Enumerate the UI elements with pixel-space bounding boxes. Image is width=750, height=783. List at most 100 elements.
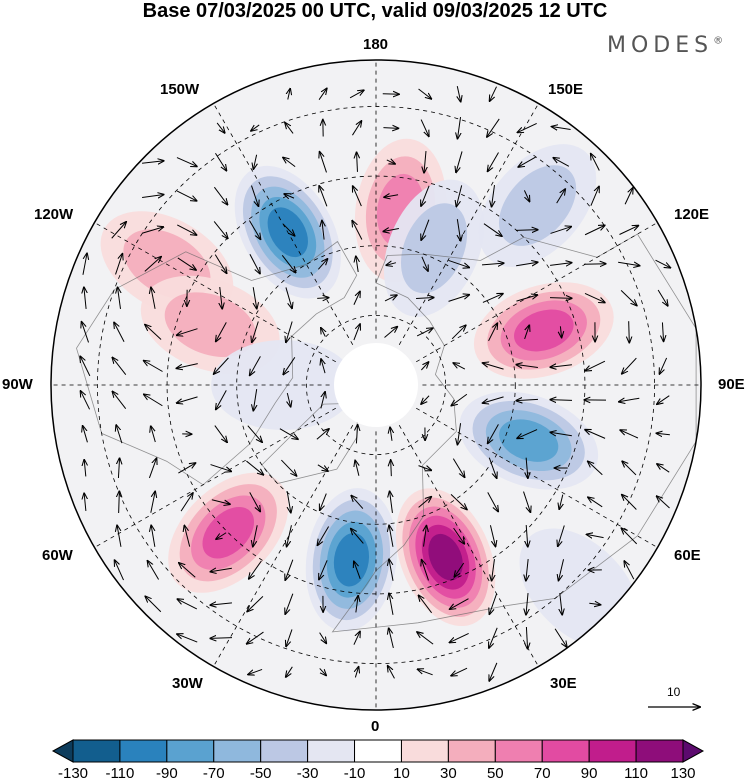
wind-vector bbox=[316, 429, 329, 440]
wind-vector bbox=[389, 593, 394, 615]
wind-vector bbox=[526, 457, 528, 479]
wind-vector bbox=[322, 220, 324, 240]
wind-vector bbox=[560, 593, 562, 615]
wind-vector bbox=[80, 356, 91, 377]
wind-vector bbox=[451, 393, 468, 406]
wind-vector bbox=[516, 295, 537, 302]
wind-vector bbox=[421, 185, 430, 206]
wind-vector bbox=[246, 460, 263, 475]
wind-vector bbox=[117, 525, 122, 547]
wind-vector bbox=[249, 220, 260, 240]
wind-vector bbox=[357, 152, 358, 172]
wind-vector bbox=[177, 328, 198, 336]
wind-vector bbox=[456, 185, 463, 206]
wind-vector bbox=[383, 228, 400, 231]
wind-vector bbox=[421, 395, 430, 404]
anomaly-contour-band bbox=[333, 532, 370, 587]
colorbar-segment bbox=[541, 739, 590, 763]
wind-vector bbox=[657, 464, 670, 473]
wind-vector bbox=[220, 287, 223, 309]
wind-vector bbox=[321, 328, 325, 337]
wind-vector bbox=[285, 287, 292, 308]
colorbar-tick-label: 10 bbox=[393, 765, 410, 782]
wind-vector bbox=[116, 425, 123, 444]
coastline-outline bbox=[331, 233, 697, 633]
wind-vector bbox=[319, 560, 328, 579]
wind-vector bbox=[253, 154, 256, 170]
wind-vector bbox=[421, 256, 428, 271]
wind-vector bbox=[142, 227, 163, 234]
reference-vector-label: 10 bbox=[667, 685, 681, 699]
wind-vector bbox=[253, 525, 258, 547]
wind-vector bbox=[353, 291, 360, 305]
meridian-line bbox=[94, 407, 336, 548]
wind-vector bbox=[353, 186, 362, 207]
wind-vector bbox=[622, 495, 637, 510]
wind-vector bbox=[457, 86, 460, 102]
lon-label-60e: 60E bbox=[674, 547, 701, 564]
wind-vector bbox=[416, 297, 434, 298]
wind-vector bbox=[624, 561, 635, 580]
wind-vector bbox=[584, 225, 605, 236]
wind-vector bbox=[624, 188, 633, 205]
lon-label-0: 0 bbox=[371, 718, 380, 735]
wind-vector bbox=[618, 262, 640, 265]
wind-vector bbox=[549, 298, 572, 299]
wind-vector bbox=[449, 632, 469, 642]
wind-vector bbox=[424, 150, 426, 173]
wind-vector bbox=[550, 400, 573, 401]
wind-vector bbox=[177, 224, 197, 235]
wind-vector bbox=[391, 460, 392, 477]
graticule bbox=[51, 60, 701, 710]
wind-vector bbox=[454, 562, 465, 577]
latitude-circle bbox=[305, 314, 447, 456]
wind-vector bbox=[253, 389, 256, 411]
meridian-line bbox=[416, 407, 658, 548]
wind-vector bbox=[518, 156, 537, 167]
wind-vector bbox=[321, 359, 325, 374]
wind-vector bbox=[384, 195, 399, 198]
wind-vector bbox=[384, 295, 397, 302]
wind-vector bbox=[150, 491, 155, 513]
wind-vector bbox=[114, 560, 124, 581]
wind-vector bbox=[487, 492, 499, 511]
wind-vector bbox=[216, 532, 227, 539]
wind-vector bbox=[210, 464, 232, 472]
wind-vector bbox=[526, 524, 528, 547]
wind-vector bbox=[489, 86, 497, 102]
wind-vector bbox=[211, 499, 230, 505]
wind-vector bbox=[247, 425, 262, 443]
wind-vector bbox=[281, 459, 296, 476]
wind-vector bbox=[482, 363, 504, 370]
wind-vector bbox=[250, 356, 261, 375]
wind-vector bbox=[584, 292, 605, 302]
wind-vector bbox=[620, 289, 637, 305]
wind-vector bbox=[115, 254, 123, 275]
wind-vector bbox=[516, 262, 538, 266]
wind-vector bbox=[352, 221, 363, 240]
anomaly-center bbox=[478, 144, 597, 267]
wind-vector bbox=[142, 161, 164, 163]
wind-vector bbox=[657, 289, 668, 306]
wind-vector bbox=[215, 152, 226, 171]
wind-vector bbox=[560, 326, 561, 337]
wind-vector bbox=[285, 559, 294, 581]
wind-vector bbox=[452, 458, 464, 478]
wind-vector bbox=[585, 360, 606, 371]
wind-vector bbox=[591, 154, 600, 171]
wind-vector bbox=[145, 325, 162, 340]
wind-vector bbox=[284, 194, 295, 198]
wind-vector bbox=[383, 128, 398, 129]
wind-vector bbox=[210, 568, 232, 571]
wind-vector bbox=[287, 392, 290, 407]
anomaly-center bbox=[383, 179, 485, 317]
wind-vector bbox=[144, 257, 161, 272]
anomaly-contour-band bbox=[499, 419, 559, 462]
wind-vector bbox=[356, 596, 358, 613]
colorbar-tick-label: 70 bbox=[533, 765, 551, 782]
wind-vector bbox=[177, 634, 198, 643]
wind-vector bbox=[351, 495, 364, 509]
wind-vector bbox=[176, 190, 197, 201]
wind-vector bbox=[317, 526, 330, 546]
wind-vector bbox=[249, 560, 262, 579]
